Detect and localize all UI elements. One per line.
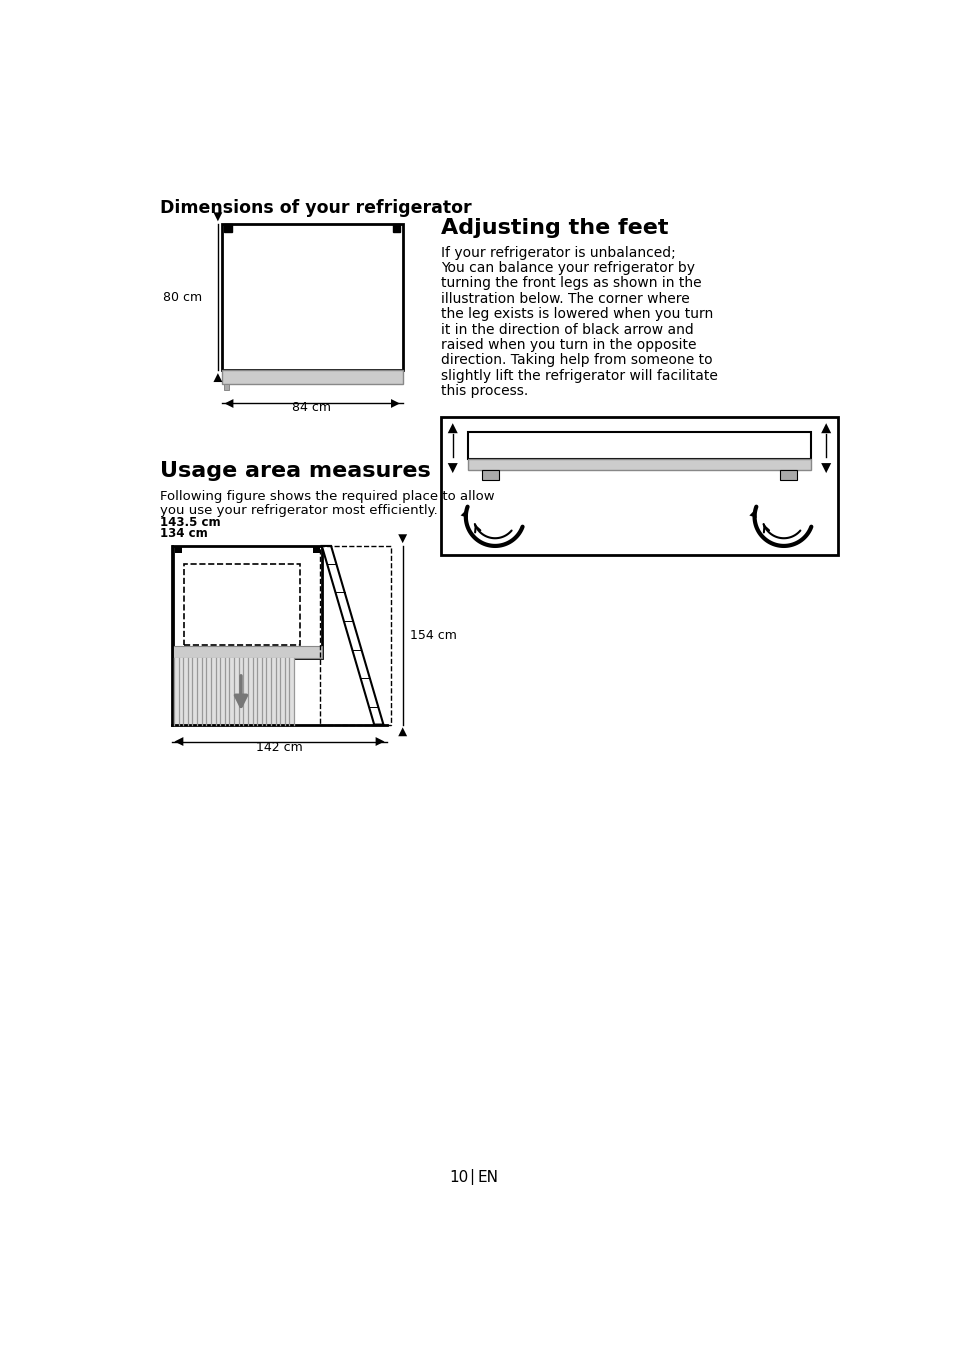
Text: raised when you turn in the opposite: raised when you turn in the opposite xyxy=(440,338,696,352)
Bar xyxy=(174,546,181,552)
Text: 154 cm: 154 cm xyxy=(410,628,456,642)
Bar xyxy=(184,565,299,646)
Text: 142 cm: 142 cm xyxy=(255,741,302,754)
Bar xyxy=(221,223,402,371)
Text: Dimensions of your refrigerator: Dimensions of your refrigerator xyxy=(160,199,472,218)
Bar xyxy=(481,470,498,479)
Bar xyxy=(224,385,229,390)
Text: illustration below. The corner where: illustration below. The corner where xyxy=(440,292,689,306)
Text: Usage area measures: Usage area measures xyxy=(160,462,431,481)
Bar xyxy=(221,371,402,385)
Text: direction. Taking help from someone to: direction. Taking help from someone to xyxy=(440,353,712,367)
Bar xyxy=(173,646,321,658)
Text: 10: 10 xyxy=(449,1170,468,1185)
Text: Adjusting the feet: Adjusting the feet xyxy=(440,218,668,238)
Bar xyxy=(780,470,796,479)
Bar xyxy=(172,658,294,724)
Text: 84 cm: 84 cm xyxy=(292,401,331,414)
Text: You can balance your refrigerator by: You can balance your refrigerator by xyxy=(440,261,695,275)
Text: EN: EN xyxy=(476,1170,497,1185)
Text: the leg exists is lowered when you turn: the leg exists is lowered when you turn xyxy=(440,307,713,321)
Text: |: | xyxy=(469,1170,474,1185)
Bar xyxy=(313,546,320,552)
Bar xyxy=(440,417,837,555)
Bar xyxy=(393,223,400,232)
Text: this process.: this process. xyxy=(440,385,528,398)
Text: 134 cm: 134 cm xyxy=(160,527,208,540)
Text: turning the front legs as shown in the: turning the front legs as shown in the xyxy=(440,276,701,291)
Text: slightly lift the refrigerator will facilitate: slightly lift the refrigerator will faci… xyxy=(440,368,718,383)
Text: you use your refrigerator most efficiently.: you use your refrigerator most efficient… xyxy=(160,504,437,517)
Polygon shape xyxy=(321,546,383,724)
Bar xyxy=(224,223,232,232)
Text: 143.5 cm: 143.5 cm xyxy=(160,516,220,529)
Text: Following figure shows the required place to allow: Following figure shows the required plac… xyxy=(160,490,495,502)
Bar xyxy=(319,546,391,724)
Text: it in the direction of black arrow and: it in the direction of black arrow and xyxy=(440,322,693,337)
Text: 80 cm: 80 cm xyxy=(163,291,202,303)
Bar xyxy=(468,432,810,459)
Bar xyxy=(468,459,810,470)
Bar xyxy=(173,546,321,658)
Text: If your refrigerator is unbalanced;: If your refrigerator is unbalanced; xyxy=(440,245,676,260)
